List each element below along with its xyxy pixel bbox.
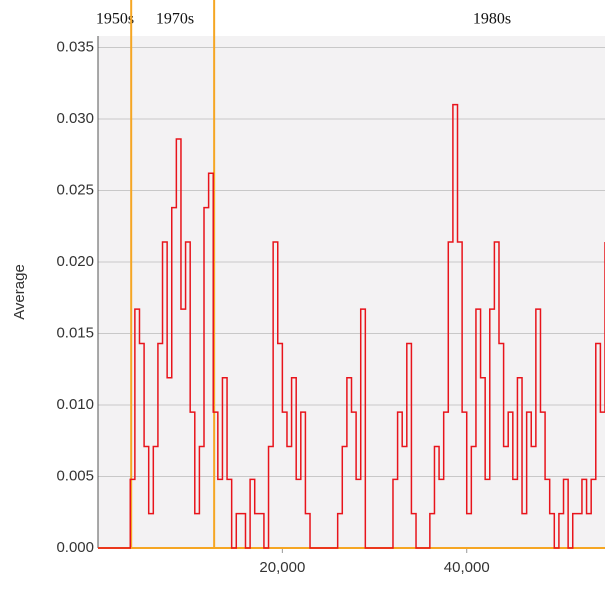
y-tick-label: 0.020 [56, 253, 94, 270]
x-tick-label: 40,000 [444, 559, 490, 576]
y-tick-label: 0.025 [56, 181, 94, 198]
y-tick-label: 0.000 [56, 539, 94, 556]
y-tick-label: 0.015 [56, 324, 94, 341]
annotation: 1950s [96, 11, 134, 28]
y-tick-label: 0.030 [56, 110, 94, 127]
y-tick-label: 0.005 [56, 467, 94, 484]
y-tick-label: 0.035 [56, 38, 94, 55]
plot-area [98, 36, 605, 548]
annotation: 1980s [473, 11, 511, 28]
step-line [98, 103, 605, 549]
annotation: 1970s [156, 11, 194, 28]
y-axis-label: Average [11, 264, 28, 320]
x-tick-label: 20,000 [259, 559, 305, 576]
y-tick-label: 0.010 [56, 396, 94, 413]
